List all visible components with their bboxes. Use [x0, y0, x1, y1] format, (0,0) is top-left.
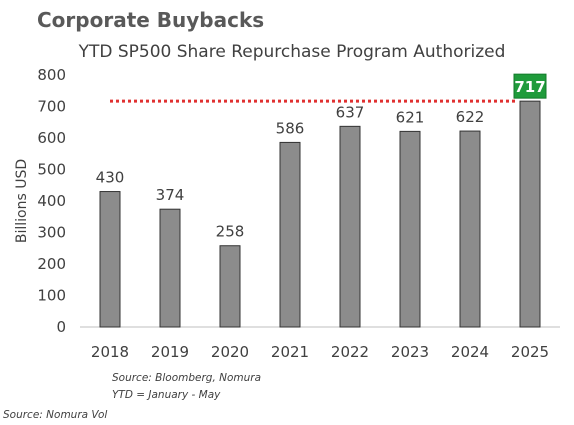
data-labels: 430 374 258 586 637 621 622 717 [96, 73, 547, 241]
data-label: 622 [456, 108, 485, 126]
bar [519, 100, 541, 328]
chart-title: YTD SP500 Share Repurchase Program Autho… [78, 42, 506, 62]
x-axis: 2018 2019 2020 2021 2022 2023 2024 2025 [80, 326, 560, 361]
bars [99, 100, 541, 328]
data-label: 586 [276, 119, 305, 137]
highlight-label-box [513, 73, 547, 99]
ytd-definition-note: YTD = January - May [112, 389, 221, 401]
y-tick-label: 0 [56, 318, 66, 336]
chart-source-note: Source: Bloomberg, Nomura [112, 372, 262, 384]
data-label: 621 [396, 108, 425, 126]
page-source-note: Source: Nomura Vol [3, 409, 108, 421]
x-tick-label: 2020 [211, 343, 249, 361]
x-tick-label: 2021 [271, 343, 309, 361]
x-tick-label: 2022 [331, 343, 369, 361]
y-tick-label: 700 [37, 98, 66, 116]
y-tick-label: 600 [37, 129, 66, 147]
y-tick-label: 300 [37, 224, 66, 242]
data-label: 637 [336, 103, 365, 121]
x-tick-label: 2018 [91, 343, 129, 361]
data-label: 430 [96, 169, 125, 187]
y-tick-label: 500 [37, 161, 66, 179]
bar [399, 130, 421, 328]
y-tick-label: 200 [37, 255, 66, 273]
data-label: 258 [216, 223, 245, 241]
y-tick-label: 100 [37, 287, 66, 305]
bar [279, 141, 301, 328]
x-tick-label: 2024 [451, 343, 489, 361]
bar [459, 130, 481, 328]
y-tick-label: 800 [37, 66, 66, 84]
data-label: 374 [156, 186, 185, 204]
x-tick-label: 2019 [151, 343, 189, 361]
y-tick-label: 400 [37, 192, 66, 210]
bar [219, 245, 241, 328]
x-tick-label: 2025 [511, 343, 549, 361]
y-axis-label: Billions USD [14, 159, 30, 243]
bar [159, 208, 181, 328]
page-heading: Corporate Buybacks [37, 8, 265, 32]
y-axis: 0 100 200 300 400 500 600 700 800 Billions USD [14, 66, 66, 336]
x-tick-label: 2023 [391, 343, 429, 361]
data-label: 717 [514, 78, 545, 96]
bar [339, 125, 361, 328]
bar [99, 191, 121, 328]
